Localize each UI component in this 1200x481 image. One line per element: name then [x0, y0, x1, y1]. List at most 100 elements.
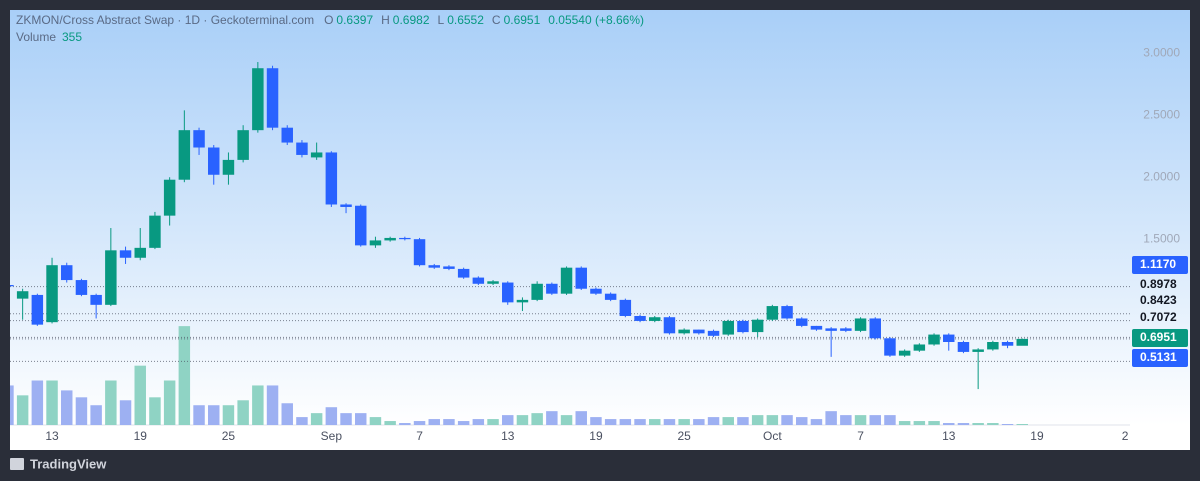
x-tick-label: 7 — [416, 429, 423, 443]
candle-body — [310, 152, 323, 158]
legend-key: L — [438, 13, 445, 27]
candle-body — [46, 265, 58, 323]
legend-value: 0.05540 (+8.66%) — [548, 13, 644, 27]
volume-bar — [781, 415, 793, 425]
candle-body — [443, 266, 455, 269]
volume-bar — [707, 417, 720, 425]
candle-body — [531, 283, 543, 300]
volume-bar — [590, 417, 602, 425]
x-tick-label: 25 — [677, 429, 691, 443]
volume-bar — [840, 415, 852, 425]
candle-body — [384, 237, 396, 241]
plot-background — [10, 10, 1190, 425]
volume-bar — [178, 326, 191, 425]
volume-bar — [105, 380, 117, 425]
candle-body — [972, 349, 984, 352]
volume-bar — [560, 415, 573, 425]
candle-body — [516, 299, 529, 303]
candle-body — [502, 282, 514, 303]
brand: TradingView — [10, 456, 107, 471]
candle-body — [163, 179, 176, 216]
candle-body — [10, 285, 14, 287]
price-label-box — [1132, 256, 1188, 274]
candle-body — [913, 344, 926, 351]
volume-bar — [516, 415, 529, 425]
volume-bar — [16, 395, 29, 425]
candle-body — [649, 317, 661, 321]
candle-body — [1016, 338, 1028, 346]
x-tick-label: 13 — [501, 429, 515, 443]
volume-bar — [355, 413, 367, 425]
candle-body — [693, 329, 705, 334]
volume-bar — [10, 385, 14, 425]
candle-body — [634, 315, 646, 321]
volume-bar — [869, 415, 881, 425]
volume-bar — [61, 390, 73, 425]
y-tick-label: 2.0000 — [1143, 169, 1180, 183]
volume-bar — [898, 421, 911, 425]
legend-value: 0.6552 — [447, 13, 484, 27]
plot — [10, 62, 1130, 425]
volume-bar — [472, 419, 485, 425]
candle-body — [796, 318, 808, 326]
volume-bar — [649, 419, 661, 425]
volume-bar — [193, 405, 205, 425]
y-tick-label: 3.0000 — [1143, 46, 1180, 60]
volume-bar — [281, 403, 293, 425]
candle-body — [472, 277, 485, 284]
candle-body — [1001, 342, 1014, 346]
candle-body — [252, 68, 264, 131]
volume-bar — [1016, 423, 1028, 425]
candle-body — [619, 299, 632, 316]
volume-bar — [722, 417, 734, 425]
volume-bar — [340, 413, 352, 425]
volume-bar — [75, 397, 88, 425]
candle-body — [208, 147, 220, 175]
volume-bar — [957, 423, 970, 425]
candle-body — [751, 319, 764, 333]
x-tick-label: 13 — [45, 429, 59, 443]
legend-key: H — [381, 13, 390, 27]
candle-body — [457, 268, 470, 278]
candle-body — [898, 350, 911, 356]
volume-bar — [399, 423, 411, 425]
legend-value: 0.6397 — [336, 13, 373, 27]
candle-body — [678, 329, 690, 334]
candle-body — [178, 130, 191, 180]
volume-bar — [296, 417, 308, 425]
volume-label: Volume — [16, 30, 56, 44]
brand-logo — [10, 458, 24, 470]
candle-body — [75, 280, 88, 295]
legend-key: O — [324, 13, 333, 27]
candle-body — [399, 237, 411, 240]
volume-bar — [663, 419, 676, 425]
candle-body — [134, 247, 146, 258]
volume-bar — [810, 419, 823, 425]
candle-body — [854, 318, 867, 331]
candle-body — [325, 152, 338, 205]
volume-bar — [119, 400, 132, 425]
x-axis: 13 19 25 Sep 7 13 19 25 Oct 7 13 19 2 — [45, 429, 1128, 443]
price-label-box — [1132, 329, 1188, 347]
volume-bar — [266, 385, 279, 425]
volume-bar — [325, 407, 338, 425]
volume-bar — [413, 421, 426, 425]
volume-bar — [575, 411, 587, 425]
candle-body — [340, 204, 352, 207]
candle-body — [222, 159, 235, 175]
y-tick-label: 2.5000 — [1143, 107, 1180, 121]
legend-value: 0.6982 — [393, 13, 430, 27]
volume-bar — [369, 417, 382, 425]
candle-body — [604, 293, 617, 300]
volume-bar — [987, 423, 999, 425]
candle-body — [957, 342, 970, 352]
candle-body — [722, 320, 734, 335]
legend: O 0.6397 H 0.6982 L 0.6552 C 0.6951 0.05540 (+8.… — [324, 13, 644, 27]
volume-bar — [884, 415, 896, 425]
overlay: 1.5000 2.0000 2.5000 3.0000 1.1170 0.8978 0.84… — [1132, 46, 1188, 367]
candle-body — [766, 306, 779, 320]
candle-body — [575, 267, 587, 289]
price-label: 0.5131 — [1140, 350, 1177, 364]
volume-bar — [46, 380, 58, 425]
